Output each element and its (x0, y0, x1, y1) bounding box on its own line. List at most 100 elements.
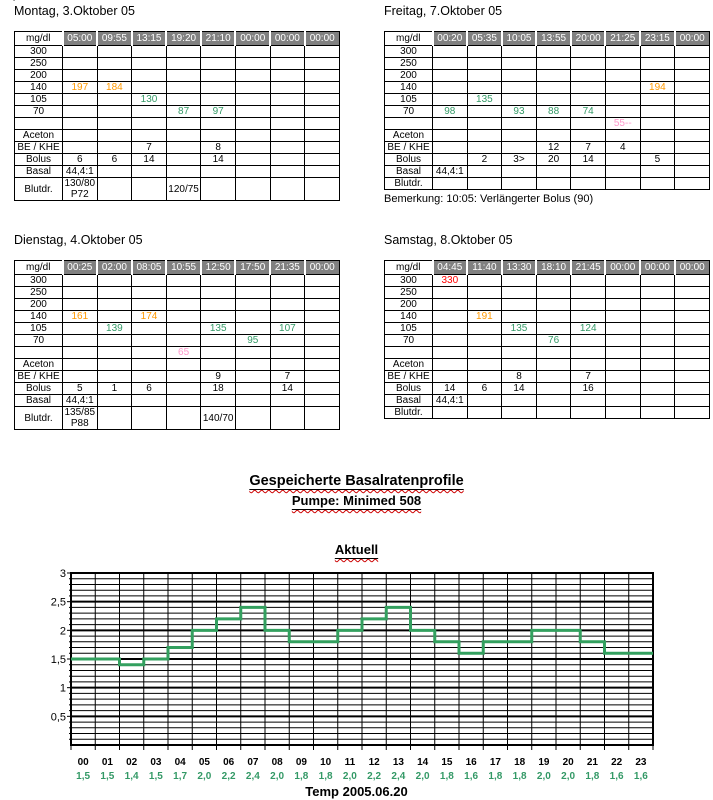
value-cell (535, 382, 572, 395)
value-cell (604, 310, 641, 323)
x-axis-hour-label: 13 (393, 757, 405, 768)
day-block-montag: Montag, 3.Oktober 05 mg/dl 05:00 09:55 13:1… (14, 4, 344, 201)
time-header: 00:00 (303, 31, 340, 46)
basal-value-label: 1,8 (488, 771, 502, 782)
value-cell (200, 93, 236, 106)
value-cell (234, 298, 271, 311)
x-axis-hour-label: 23 (635, 757, 647, 768)
value-cell (165, 406, 202, 430)
value-cell (200, 358, 236, 371)
value-cell: 55-- (604, 117, 641, 130)
value-cell (570, 406, 606, 419)
value-cell: 7 (570, 141, 606, 154)
time-header: 21:45 (569, 260, 606, 275)
value-cell (234, 370, 271, 383)
value-cell: 88 (535, 105, 572, 118)
value-cell (466, 346, 503, 359)
value-cell (304, 81, 340, 94)
value-cell (535, 298, 572, 311)
value-cell (535, 346, 572, 359)
row-label: 70 (384, 334, 433, 347)
value-cell (165, 334, 202, 347)
value-cell (639, 93, 676, 106)
value-cell (269, 69, 306, 82)
value-cell (674, 153, 710, 166)
time-header: 18:10 (535, 260, 572, 275)
x-axis-hour-label: 15 (441, 757, 453, 768)
value-cell (535, 93, 572, 106)
row-label: Aceton (384, 358, 433, 371)
value-cell (269, 346, 306, 359)
row-label: 105 (384, 93, 433, 106)
row-label: 140 (14, 81, 63, 94)
value-cell (674, 177, 710, 190)
value-cell (466, 298, 503, 311)
value-cell (604, 69, 641, 82)
day-table-container-samstag: mg/dl 04:45 11:40 13:30 18:10 21:45 00:00 00:00… (384, 260, 713, 419)
y-axis-tick-label: 3 (60, 568, 66, 580)
value-cell (165, 117, 202, 130)
row-label: 300 (384, 274, 433, 287)
value-cell (535, 45, 572, 58)
value-cell (234, 394, 271, 407)
value-cell: 135 (466, 93, 503, 106)
value-cell (200, 69, 236, 82)
value-cell (96, 370, 133, 383)
value-cell (570, 358, 606, 371)
value-cell (674, 165, 710, 178)
value-cell (639, 310, 676, 323)
value-cell: 130/80 P72 (62, 177, 98, 201)
basal-value-label: 1,8 (513, 771, 527, 782)
time-header: 00:00 (639, 260, 676, 275)
value-cell (432, 93, 468, 106)
value-cell (674, 57, 710, 70)
value-cell (234, 45, 271, 58)
value-cell: 135 (501, 322, 537, 335)
value-cell: 44,4:1 (432, 165, 468, 178)
value-cell (604, 346, 641, 359)
value-cell (674, 310, 710, 323)
value-cell (234, 346, 271, 359)
day-table: mg/dl 00:20 05:35 10:05 13:55 20:00 21:25 23:15… (384, 31, 710, 190)
value-cell (165, 310, 202, 323)
value-cell: 6 (62, 153, 98, 166)
value-cell: 6 (96, 153, 133, 166)
x-axis-hour-label: 12 (369, 757, 381, 768)
value-cell (165, 358, 202, 371)
value-cell (131, 298, 167, 311)
value-cell (674, 129, 710, 142)
row-label: Aceton (14, 358, 63, 371)
value-cell (570, 129, 606, 142)
value-cell (570, 177, 606, 190)
value-cell (535, 129, 572, 142)
value-cell (131, 406, 167, 430)
unit-header: mg/dl (384, 31, 433, 46)
basal-value-label: 1,8 (319, 771, 333, 782)
time-header: 21:10 (199, 31, 236, 46)
value-cell (304, 322, 340, 335)
value-cell (639, 129, 676, 142)
value-cell (62, 346, 98, 359)
value-cell (200, 394, 236, 407)
value-cell (62, 286, 98, 299)
value-cell (165, 382, 202, 395)
value-cell (269, 165, 306, 178)
value-cell (96, 310, 133, 323)
value-cell (639, 69, 676, 82)
value-cell (432, 334, 468, 347)
value-cell (570, 57, 606, 70)
value-cell (234, 129, 271, 142)
row-label: Aceton (384, 129, 433, 142)
value-cell (165, 45, 202, 58)
value-cell (234, 153, 271, 166)
value-cell (269, 81, 306, 94)
value-cell: 120/75 (165, 177, 202, 201)
y-axis-tick-label: 1 (60, 683, 66, 695)
value-cell (131, 286, 167, 299)
value-cell (304, 358, 340, 371)
row-label: 300 (14, 274, 63, 287)
value-cell (304, 117, 340, 130)
time-header: 12:50 (199, 260, 236, 275)
time-header: 10:05 (500, 31, 537, 46)
day-title-freitag: Freitag, 7.Oktober 05 (384, 4, 503, 18)
